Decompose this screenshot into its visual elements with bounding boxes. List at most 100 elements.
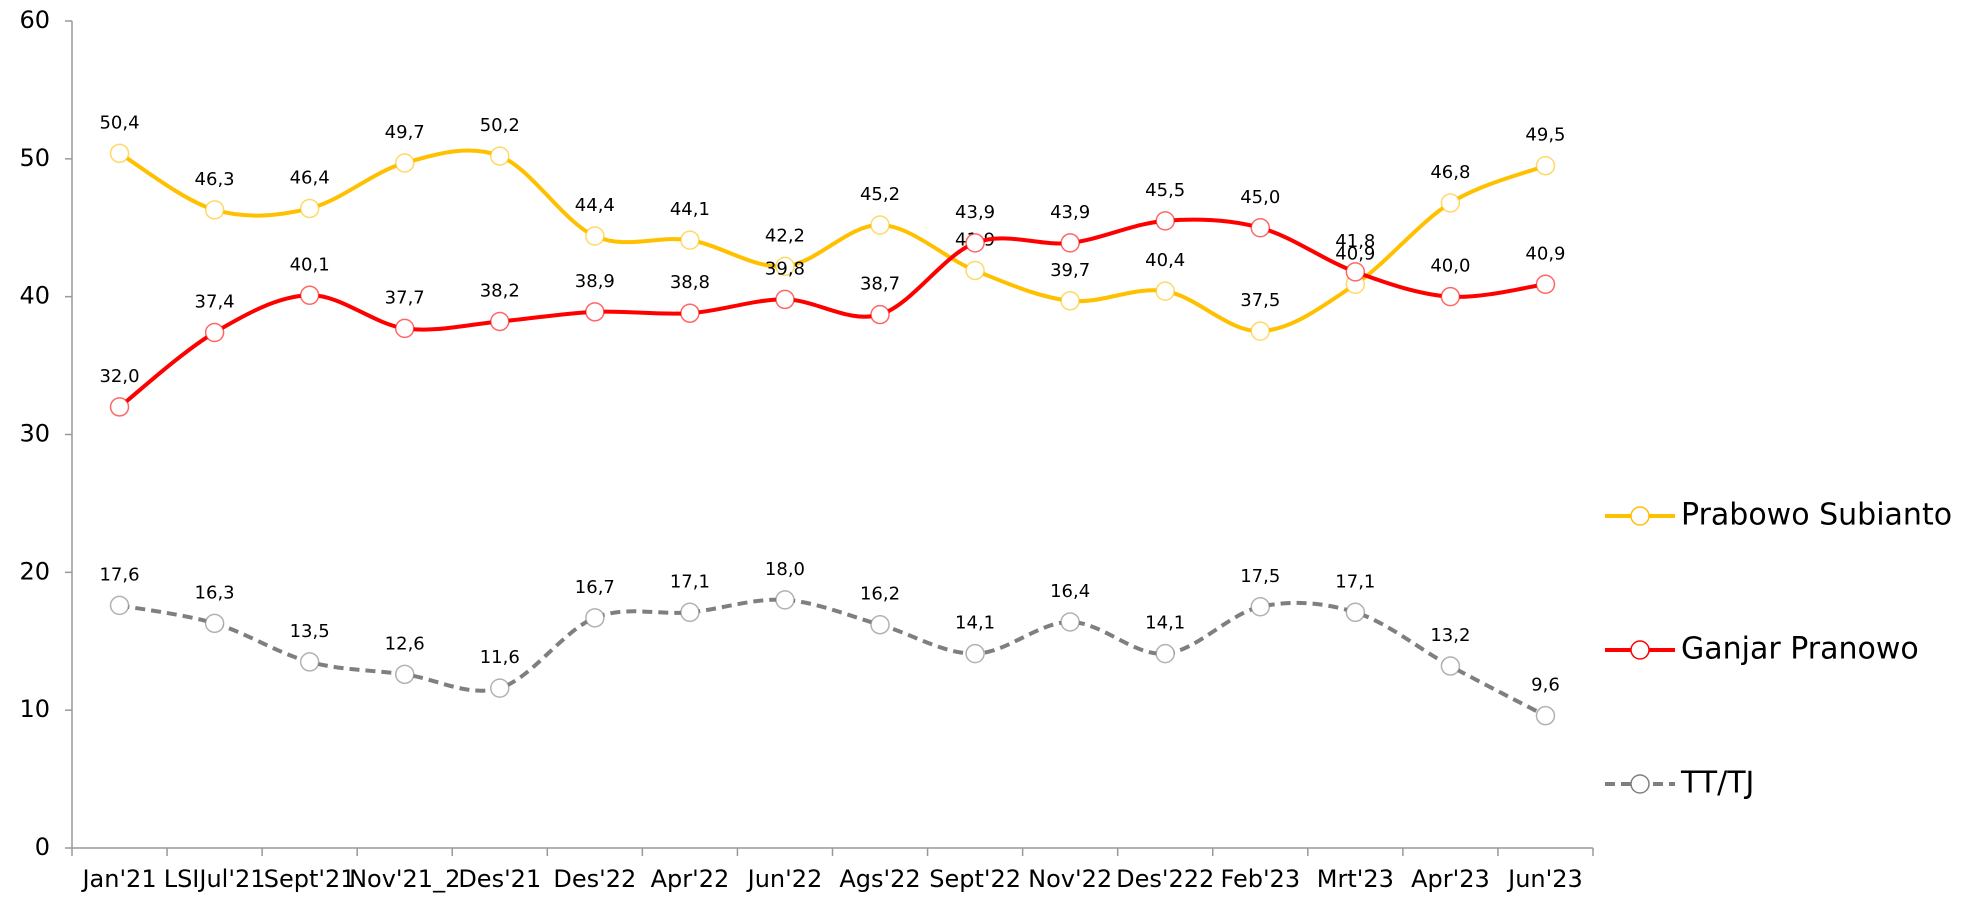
data-label: 44,4 bbox=[575, 195, 615, 216]
data-label: 42,2 bbox=[765, 225, 805, 246]
data-label: 38,7 bbox=[860, 274, 900, 295]
point bbox=[870, 215, 890, 235]
data-label: 43,9 bbox=[1050, 202, 1090, 223]
point bbox=[1440, 656, 1461, 676]
point bbox=[680, 602, 700, 623]
data-label: 37,4 bbox=[195, 292, 235, 313]
y-tick-label: 0 bbox=[35, 833, 50, 861]
data-label: 45,0 bbox=[1240, 187, 1280, 208]
point bbox=[1250, 597, 1271, 617]
point bbox=[585, 608, 605, 628]
x-tick-label: Nov'22 bbox=[1028, 865, 1112, 893]
point bbox=[1060, 233, 1080, 253]
data-label: 37,7 bbox=[385, 287, 425, 308]
data-label: 16,3 bbox=[195, 582, 235, 603]
x-tick-label: Des'222 bbox=[1116, 865, 1214, 893]
point bbox=[680, 303, 700, 323]
data-label: 13,2 bbox=[1430, 625, 1470, 646]
point bbox=[299, 285, 320, 306]
x-tick-label: Mrt'23 bbox=[1317, 865, 1394, 893]
series-line bbox=[118, 217, 1546, 409]
point bbox=[394, 318, 415, 339]
data-label: 40,0 bbox=[1430, 256, 1470, 277]
point bbox=[1535, 155, 1556, 176]
data-label: 12,6 bbox=[385, 633, 425, 654]
point bbox=[109, 595, 130, 616]
legend-marker bbox=[1630, 506, 1650, 526]
data-label: 37,5 bbox=[1240, 290, 1280, 311]
data-label: 46,3 bbox=[195, 169, 235, 190]
data-label: 38,9 bbox=[575, 271, 615, 292]
data-label: 16,7 bbox=[575, 577, 615, 598]
data-label: 44,1 bbox=[670, 199, 710, 220]
data-label: 16,2 bbox=[860, 584, 900, 605]
data-label: 17,1 bbox=[670, 571, 710, 592]
x-tick-label: Apr'23 bbox=[1411, 865, 1490, 893]
point bbox=[1155, 211, 1175, 231]
data-label: 40,9 bbox=[1525, 243, 1565, 264]
x-tick-label: Jun'22 bbox=[746, 865, 823, 893]
point bbox=[775, 289, 795, 310]
point bbox=[394, 153, 415, 173]
data-label: 49,7 bbox=[385, 122, 425, 143]
data-label: 45,2 bbox=[860, 184, 900, 205]
point bbox=[1250, 321, 1271, 341]
data-label: 11,6 bbox=[480, 647, 520, 668]
point bbox=[585, 302, 605, 322]
x-tick-label: Ags'22 bbox=[839, 865, 920, 893]
point bbox=[1155, 643, 1175, 664]
point bbox=[1345, 602, 1366, 623]
data-label: 17,5 bbox=[1240, 566, 1280, 587]
data-label: 32,0 bbox=[99, 366, 139, 387]
point bbox=[585, 226, 605, 246]
x-tick-label: Nov'21_2 bbox=[349, 865, 460, 893]
data-label: 38,2 bbox=[480, 280, 520, 301]
data-label: 46,4 bbox=[290, 167, 330, 188]
x-tick-label: Jan'21 bbox=[80, 865, 156, 893]
data-label: 41,8 bbox=[1335, 231, 1375, 252]
point bbox=[204, 613, 225, 634]
point bbox=[1440, 193, 1461, 213]
series-line bbox=[119, 597, 1547, 718]
y-tick-label: 10 bbox=[19, 695, 50, 723]
data-label: 45,5 bbox=[1145, 180, 1185, 201]
data-label: 43,9 bbox=[955, 202, 995, 223]
y-tick-label: 40 bbox=[19, 282, 50, 310]
x-tick-label: Jun'23 bbox=[1506, 865, 1583, 893]
data-label: 49,5 bbox=[1525, 125, 1565, 146]
point bbox=[1535, 705, 1556, 726]
point bbox=[1440, 286, 1461, 307]
series-line bbox=[118, 148, 1547, 334]
legend-marker bbox=[1630, 774, 1650, 794]
data-label: 14,1 bbox=[955, 613, 995, 634]
point bbox=[965, 260, 985, 281]
point bbox=[394, 664, 415, 685]
point bbox=[490, 311, 510, 332]
point bbox=[965, 233, 985, 253]
legend-marker bbox=[1630, 640, 1650, 660]
point bbox=[965, 643, 985, 664]
x-tick-label: LSIJul'21 bbox=[164, 865, 266, 893]
point bbox=[775, 590, 795, 610]
point bbox=[490, 678, 510, 698]
x-tick-label: Sept'21 bbox=[264, 865, 356, 893]
y-tick-label: 50 bbox=[19, 144, 50, 172]
data-label: 40,1 bbox=[290, 254, 330, 275]
point bbox=[299, 198, 320, 219]
data-label: 38,8 bbox=[670, 272, 710, 293]
y-tick-label: 20 bbox=[19, 557, 50, 585]
x-tick-label: Sept'22 bbox=[929, 865, 1021, 893]
point bbox=[204, 322, 225, 343]
point bbox=[109, 397, 130, 417]
point bbox=[680, 230, 700, 250]
point bbox=[299, 652, 320, 672]
point bbox=[1060, 612, 1080, 632]
point bbox=[490, 146, 510, 166]
x-tick-label: Des'22 bbox=[553, 865, 636, 893]
point bbox=[1250, 218, 1271, 238]
legend-label: Ganjar Pranowo bbox=[1681, 632, 1919, 667]
data-label: 39,7 bbox=[1050, 260, 1090, 281]
data-label: 13,5 bbox=[290, 621, 330, 642]
data-label: 50,4 bbox=[99, 112, 139, 133]
